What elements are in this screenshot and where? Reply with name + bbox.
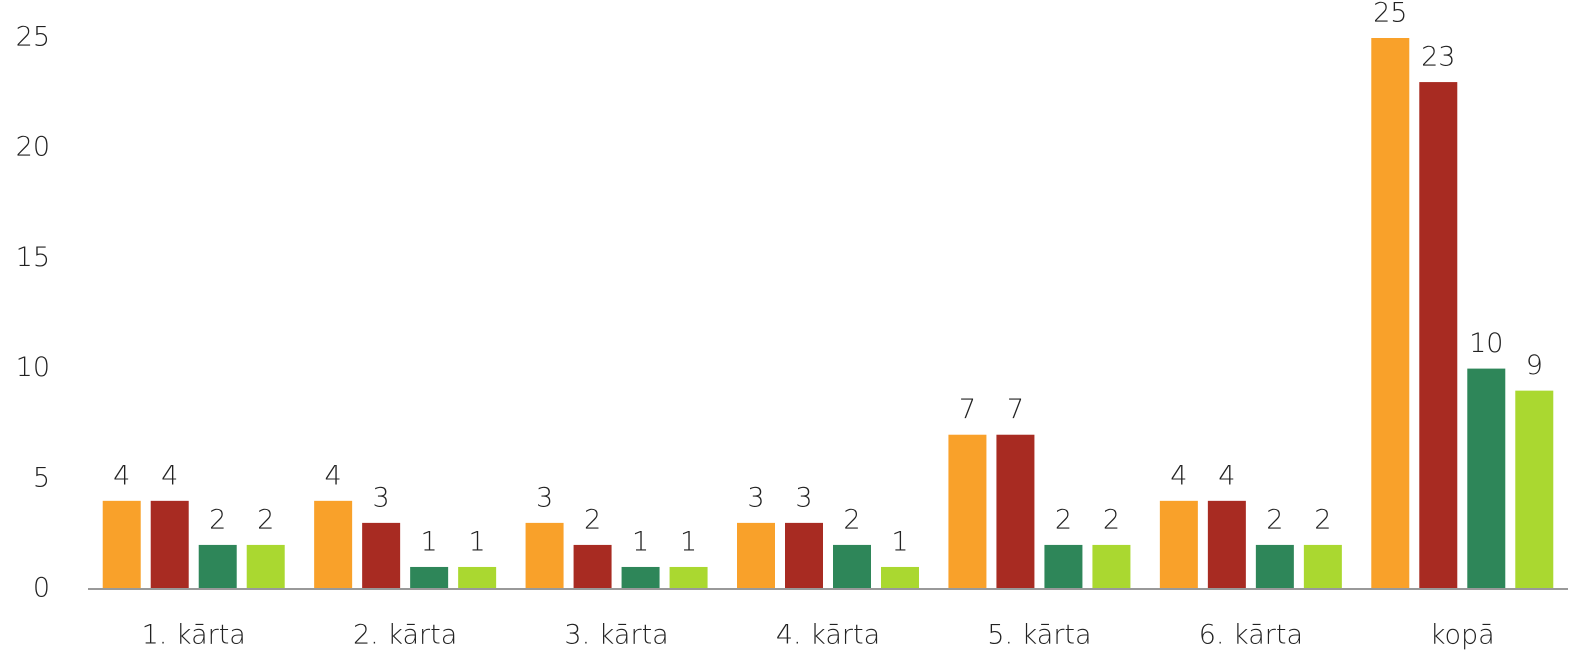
- bar: [1044, 544, 1083, 589]
- data-label: 2: [1103, 504, 1120, 535]
- bar: [198, 544, 237, 589]
- data-label: 2: [209, 504, 226, 535]
- x-tick-label: kopā: [1430, 620, 1495, 651]
- bar: [525, 522, 564, 589]
- bar: [102, 500, 141, 589]
- data-label: 4: [1170, 460, 1187, 491]
- data-label: 1: [680, 526, 697, 557]
- data-label: 2: [1314, 504, 1331, 535]
- bar: [1467, 368, 1506, 589]
- bar: [833, 544, 871, 589]
- bar: [1207, 500, 1246, 589]
- data-label: 2: [584, 504, 601, 535]
- data-label: 25: [1373, 0, 1407, 29]
- bar: [1419, 82, 1458, 589]
- data-label: 2: [257, 504, 274, 535]
- bar: [410, 566, 449, 589]
- y-tick-label: 15: [16, 242, 50, 273]
- x-tick-label: 6. kārta: [1199, 620, 1303, 651]
- data-label: 4: [1218, 460, 1235, 491]
- data-label: 3: [795, 482, 812, 513]
- bar: [1159, 500, 1198, 589]
- data-label: 1: [469, 526, 486, 557]
- y-tick-label: 25: [16, 22, 50, 53]
- data-label: 1: [421, 526, 438, 557]
- x-tick-label: 2. kārta: [353, 620, 457, 651]
- x-tick-label: 5. kārta: [987, 620, 1091, 651]
- data-label: 4: [161, 460, 178, 491]
- x-tick-label: 3. kārta: [564, 620, 668, 651]
- bar: [314, 500, 353, 589]
- bar: [362, 522, 401, 589]
- bar: [1303, 544, 1342, 589]
- data-label: 3: [373, 482, 390, 513]
- x-tick-label: 1. kārta: [142, 620, 246, 651]
- data-label: 7: [1007, 394, 1024, 425]
- y-tick-label: 0: [33, 573, 50, 604]
- y-tick-label: 10: [16, 352, 50, 383]
- bar: [996, 434, 1035, 589]
- x-tick-label: 4. kārta: [776, 620, 880, 651]
- data-label: 2: [843, 504, 860, 535]
- data-label: 2: [1055, 504, 1072, 535]
- data-label: 10: [1469, 328, 1503, 359]
- data-label: 4: [325, 460, 342, 491]
- bar: [881, 566, 919, 589]
- bar: [669, 566, 708, 589]
- data-label: 4: [113, 460, 130, 491]
- data-label: 7: [959, 394, 976, 425]
- data-label: 9: [1526, 350, 1543, 381]
- y-tick-label: 20: [16, 132, 50, 163]
- bar: [1092, 544, 1131, 589]
- data-label: 2: [1266, 504, 1283, 535]
- bar: [1371, 38, 1410, 589]
- data-label: 23: [1421, 42, 1455, 73]
- y-tick-label: 5: [33, 462, 50, 493]
- bar: [150, 500, 189, 589]
- bar: [785, 522, 823, 589]
- bar: [737, 522, 775, 589]
- data-label: 3: [747, 482, 764, 513]
- bar: [573, 544, 612, 589]
- bar: [621, 566, 660, 589]
- data-label: 1: [632, 526, 649, 557]
- bar: [948, 434, 987, 589]
- data-label: 3: [536, 482, 553, 513]
- bar: [1515, 390, 1554, 589]
- bar: [1255, 544, 1294, 589]
- data-label: 1: [891, 526, 908, 557]
- bar: [246, 544, 285, 589]
- bar: [458, 566, 497, 589]
